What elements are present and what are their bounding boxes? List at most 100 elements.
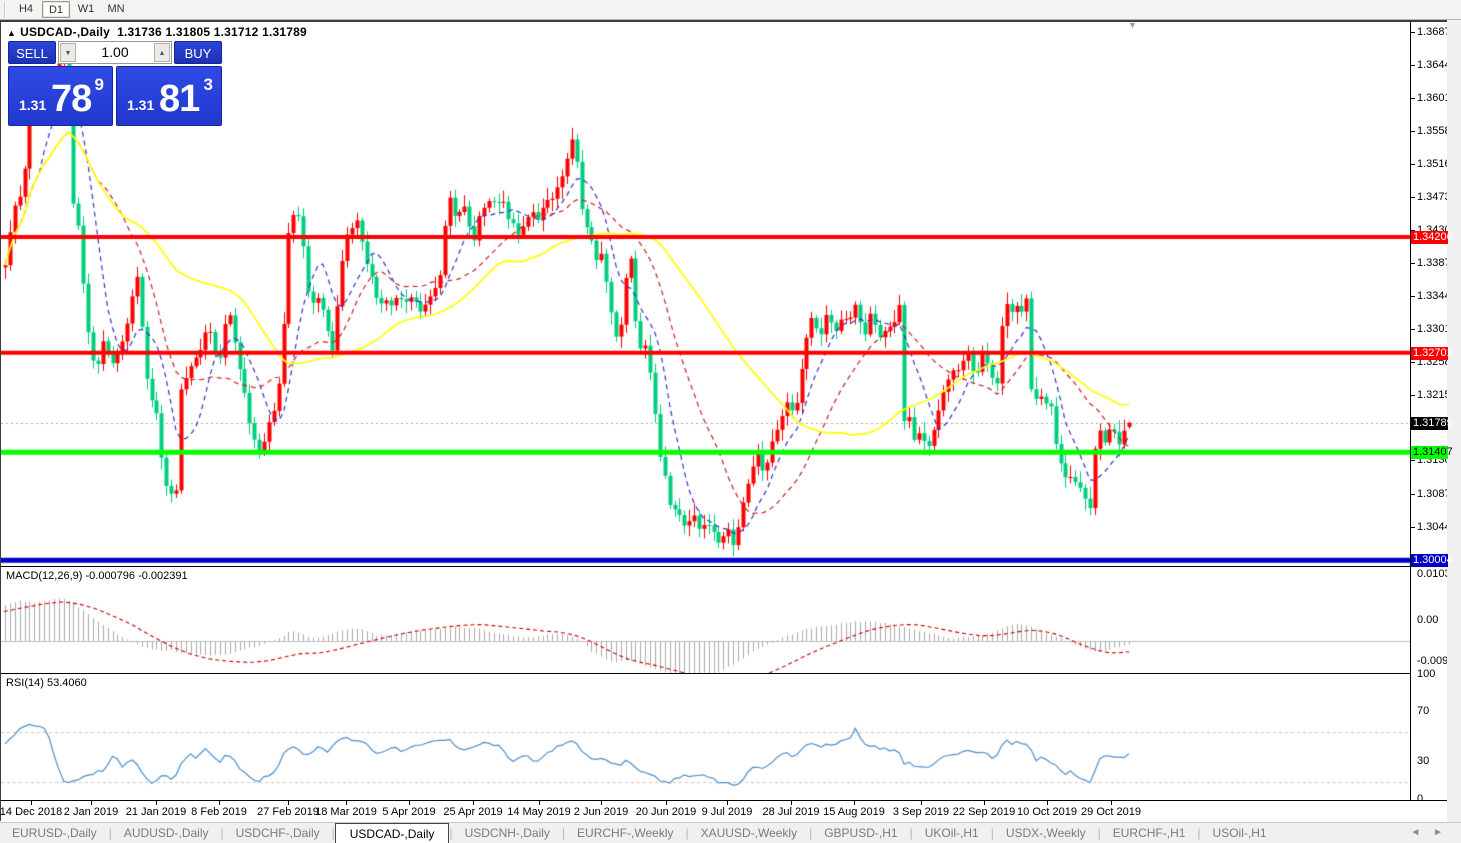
volume-decrease-icon[interactable]: ▼ — [60, 43, 76, 62]
buy-price-button[interactable]: 1.31 81 3 — [116, 66, 222, 126]
chart-tab-eurusd-daily[interactable]: EURUSD-,Daily — [12, 826, 97, 840]
tab-separator: | — [561, 826, 566, 840]
time-axis-tick — [1111, 801, 1112, 805]
chart-window: ▲ USDCAD-,Daily 1.31736 1.31805 1.31712 1… — [0, 20, 1461, 822]
price-axis-tick — [1411, 460, 1415, 461]
chart-tab-audusd-daily[interactable]: AUDUSD-,Daily — [123, 826, 209, 840]
price-axis-tick — [1411, 362, 1415, 363]
tab-separator: | — [990, 826, 994, 840]
chart-tab-ukoil-h1[interactable]: UKOil-,H1 — [924, 826, 979, 840]
price-axis-label: 1.36440 — [1417, 59, 1457, 71]
tab-separator: | — [220, 826, 224, 840]
timeframe-button-mn[interactable]: MN — [107, 3, 125, 15]
price-axis-tick — [1411, 296, 1415, 297]
timeframe-button-w1[interactable]: W1 — [77, 3, 95, 15]
time-axis-label: 8 Feb 2019 — [191, 806, 247, 818]
macd-pane-canvas[interactable] — [1, 567, 1410, 673]
time-axis-label: 14 May 2019 — [507, 806, 571, 818]
chart-tab-usdcad-daily[interactable]: USDCAD-,Daily — [334, 823, 450, 843]
rsi-indicator-label: RSI(14) 53.4060 — [6, 677, 87, 689]
timeframe-toolbar: H4 D1 W1 MN — [0, 0, 1461, 20]
time-axis-tick — [1047, 801, 1048, 805]
price-axis-label: 1.30870 — [1417, 488, 1457, 500]
price-axis-tick — [1411, 329, 1415, 330]
time-axis-tick — [31, 801, 32, 805]
timeframe-button-h4[interactable]: H4 — [18, 3, 34, 15]
time-axis-tick — [921, 801, 922, 805]
time-axis-label: 22 Sep 2019 — [952, 806, 1016, 818]
price-axis-tick — [1411, 197, 1415, 198]
rsi-pane-canvas[interactable] — [1, 674, 1410, 800]
chart-tab-usoil-h1[interactable]: USOil-,H1 — [1212, 826, 1267, 840]
price-axis-tick — [1411, 230, 1415, 231]
price-axis-label: 1.36010 — [1417, 92, 1457, 104]
chart-tab-eurchf-h1[interactable]: EURCHF-,H1 — [1112, 826, 1186, 840]
buy-price-prefix: 1.31 — [127, 97, 155, 113]
buy-price-pip: 3 — [203, 75, 213, 94]
time-axis-label: 3 Sep 2019 — [892, 806, 950, 818]
pane-divider[interactable] — [1, 566, 1447, 567]
chart-shift-marker-icon[interactable]: ▼ — [1128, 20, 1137, 30]
price-axis-label: 1.30440 — [1417, 521, 1457, 533]
time-axis-label: 5 Apr 2019 — [382, 806, 436, 818]
tab-scroll-right-icon[interactable]: ► — [1433, 827, 1443, 838]
time-axis-label: 2 Jun 2019 — [573, 806, 629, 818]
chart-tab-bar: EURUSD-,Daily | AUDUSD-,Daily | USDCHF-,Dail… — [0, 822, 1461, 843]
price-axis-tick — [1411, 32, 1415, 33]
volume-box: ▼ 1.00 ▲ — [58, 41, 172, 64]
price-chart-canvas[interactable] — [1, 22, 1410, 567]
tab-separator: | — [685, 826, 689, 840]
price-axis-label: 1.33010 — [1417, 323, 1457, 335]
price-axis-label: 1.32150 — [1417, 389, 1457, 401]
time-axis-tick — [727, 801, 728, 805]
time-axis-tick — [666, 801, 667, 805]
timeframe-button-d1[interactable]: D1 — [42, 1, 70, 18]
time-axis-tick — [601, 801, 602, 805]
tab-separator: | — [108, 826, 112, 840]
time-axis-tick — [473, 801, 474, 805]
price-axis-tick — [1411, 494, 1415, 495]
sell-button[interactable]: SELL — [8, 41, 56, 64]
chart-tab-xauusd-weekly[interactable]: XAUUSD-,Weekly — [700, 826, 798, 840]
price-axis-label: 1.35580 — [1417, 125, 1457, 137]
chart-tab-usdchf-daily[interactable]: USDCHF-,Daily — [235, 826, 320, 840]
price-axis-tick — [1411, 527, 1415, 528]
price-axis-divider — [1410, 22, 1411, 800]
chart-title: ▲ USDCAD-,Daily 1.31736 1.31805 1.31712 1… — [7, 25, 307, 39]
chart-tab-usdcnh-daily[interactable]: USDCNH-,Daily — [464, 826, 550, 840]
chart-tab-eurchf-weekly[interactable]: EURCHF-,Weekly — [577, 826, 674, 840]
time-axis-label: 15 Aug 2019 — [823, 806, 885, 818]
time-axis-label: 20 Jun 2019 — [635, 806, 697, 818]
chart-tab-usdx-weekly[interactable]: USDX-,Weekly — [1005, 826, 1086, 840]
buy-button[interactable]: BUY — [174, 41, 222, 64]
rsi-axis-label: 70 — [1417, 705, 1430, 717]
tab-separator: | — [809, 826, 813, 840]
sell-price-button[interactable]: 1.31 78 9 — [8, 66, 113, 126]
sell-price-main: 78 — [51, 78, 92, 120]
time-axis-tick — [539, 801, 540, 805]
price-axis-label: 1.35160 — [1417, 158, 1457, 170]
tab-separator: | — [1097, 826, 1101, 840]
time-axis-label: 27 Feb 2019 — [257, 806, 319, 818]
time-axis-label: 10 Oct 2019 — [1017, 806, 1077, 818]
price-axis-tick — [1411, 65, 1415, 66]
trade-panel-controls: SELL ▼ 1.00 ▲ BUY — [8, 41, 222, 64]
sell-price-prefix: 1.31 — [19, 97, 47, 113]
price-axis-tick — [1411, 395, 1415, 396]
sell-price-pip: 9 — [94, 75, 104, 94]
price-axis: 1.36870 1.36440 1.36010 1.35580 1.35160 1.347… — [1411, 22, 1461, 805]
tab-scroll-left-icon[interactable]: ◄ — [1410, 827, 1421, 838]
price-axis-label: 1.36870 — [1417, 26, 1457, 38]
time-axis-tick — [346, 801, 347, 805]
volume-increase-icon[interactable]: ▲ — [154, 43, 170, 62]
chart-tab-gbpusd-h1[interactable]: GBPUSD-,H1 — [824, 826, 898, 840]
volume-input[interactable]: 1.00 — [101, 44, 129, 60]
tab-separator: | — [909, 826, 913, 840]
macd-axis-label: 0.00 — [1417, 614, 1439, 626]
tab-separator: | — [1197, 826, 1201, 840]
macd-indicator-label: MACD(12,26,9) -0.000796 -0.002391 — [6, 570, 188, 582]
price-level-label: 1.30004 — [1411, 554, 1453, 567]
time-axis: 14 Dec 2018 2 Jan 2019 21 Jan 2019 8 Feb 20… — [0, 801, 1447, 822]
pane-divider[interactable] — [1, 673, 1447, 674]
time-axis-tick — [791, 801, 792, 805]
